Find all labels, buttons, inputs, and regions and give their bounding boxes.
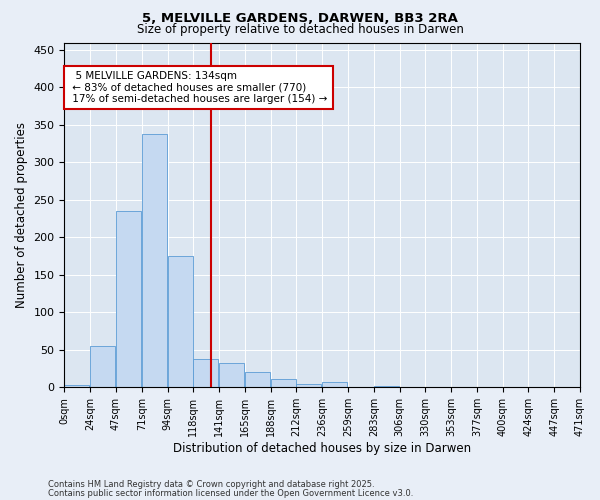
Bar	[116, 211, 141, 388]
Bar	[296, 384, 322, 388]
Text: Contains HM Land Registry data © Crown copyright and database right 2025.: Contains HM Land Registry data © Crown c…	[48, 480, 374, 489]
Bar	[219, 362, 244, 388]
Bar	[90, 346, 115, 388]
Bar	[554, 386, 579, 388]
Bar	[271, 379, 296, 388]
Bar	[374, 386, 399, 388]
Text: 5 MELVILLE GARDENS: 134sqm
 ← 83% of detached houses are smaller (770)
 17% of s: 5 MELVILLE GARDENS: 134sqm ← 83% of deta…	[69, 71, 328, 104]
Bar	[322, 382, 347, 388]
Bar	[245, 372, 270, 388]
Bar	[142, 134, 167, 388]
Text: Size of property relative to detached houses in Darwen: Size of property relative to detached ho…	[137, 24, 463, 36]
Text: 5, MELVILLE GARDENS, DARWEN, BB3 2RA: 5, MELVILLE GARDENS, DARWEN, BB3 2RA	[142, 12, 458, 26]
Bar	[167, 256, 193, 388]
Y-axis label: Number of detached properties: Number of detached properties	[15, 122, 28, 308]
Text: Contains public sector information licensed under the Open Government Licence v3: Contains public sector information licen…	[48, 488, 413, 498]
Bar	[193, 359, 218, 388]
Bar	[64, 385, 89, 388]
X-axis label: Distribution of detached houses by size in Darwen: Distribution of detached houses by size …	[173, 442, 471, 455]
